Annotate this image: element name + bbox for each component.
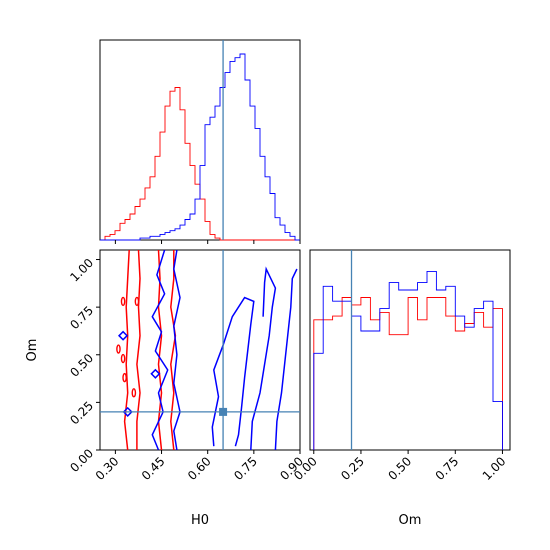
contour-y-tick-label: 0.50 xyxy=(67,351,96,380)
contour-y-tick-label: 0.75 xyxy=(67,303,96,332)
contour-x-tick-label: 0.45 xyxy=(139,454,168,483)
hist-h0-panel xyxy=(99,39,301,244)
red-contour-island xyxy=(122,372,127,383)
hist-om-tick-label: 0.25 xyxy=(338,454,367,483)
contour-x-label: H0 xyxy=(191,513,209,528)
contour-blue-series xyxy=(118,249,298,451)
hist-om-blue-series xyxy=(313,270,503,450)
contour-panel: 0.30 0.45 0.60 0.75 0.90 0.000.250.500.751.0… xyxy=(25,249,306,528)
contour-x-ticks: 0.30 0.45 0.60 0.75 0.90 xyxy=(93,450,306,483)
hist-om-tick-label: 1.00 xyxy=(480,454,509,483)
red-contour-line xyxy=(170,250,177,451)
hist-om-tick-label: 0.50 xyxy=(385,454,414,483)
contour-x-tick-label: 0.75 xyxy=(231,454,260,483)
contour-frame xyxy=(99,249,301,451)
contour-y-tick-label: 0.00 xyxy=(67,446,96,475)
hist-om-tick-label: 0.75 xyxy=(433,454,462,483)
contour-y-ticks: 0.00 0.25 0.50 0.75 1.00 xyxy=(67,256,100,475)
hist-h0-blue-series xyxy=(100,53,300,241)
contour-y-label: Om xyxy=(25,339,40,362)
contour-red-series xyxy=(116,249,177,451)
hist-om-x-ticks: 0.00 0.25 0.50 0.75 1.00 xyxy=(291,450,509,483)
blue-contour-island xyxy=(150,368,161,379)
red-contour-island xyxy=(120,353,126,364)
contour-y-tick-label: 1.00 xyxy=(67,256,96,285)
contour-truth-point xyxy=(219,407,228,416)
hist-h0-red-series xyxy=(100,87,300,241)
hist-om-panel: 0.00 0.25 0.50 0.75 1.00 Om xyxy=(291,249,511,528)
red-contour-island xyxy=(120,296,126,307)
hist-h0-ticks xyxy=(114,240,301,244)
hist-om-frame xyxy=(309,249,511,451)
blue-contour-line xyxy=(274,268,298,451)
red-contour-line xyxy=(123,249,130,451)
contour-x-tick-label: 0.60 xyxy=(185,454,214,483)
blue-contour-line xyxy=(173,249,181,451)
blue-contour-line xyxy=(250,266,277,451)
contour-x-tick-label: 0.30 xyxy=(93,454,122,483)
hist-om-x-label: Om xyxy=(399,513,422,528)
red-contour-island xyxy=(134,296,140,307)
blue-contour-island xyxy=(118,330,129,341)
contour-y-tick-label: 0.25 xyxy=(67,399,96,428)
red-contour-island xyxy=(131,388,137,398)
hist-h0-frame xyxy=(99,39,301,241)
red-contour-island xyxy=(116,344,121,354)
red-contour-line xyxy=(136,249,141,450)
blue-contour-line xyxy=(211,296,255,447)
blue-contour-line xyxy=(151,249,169,451)
